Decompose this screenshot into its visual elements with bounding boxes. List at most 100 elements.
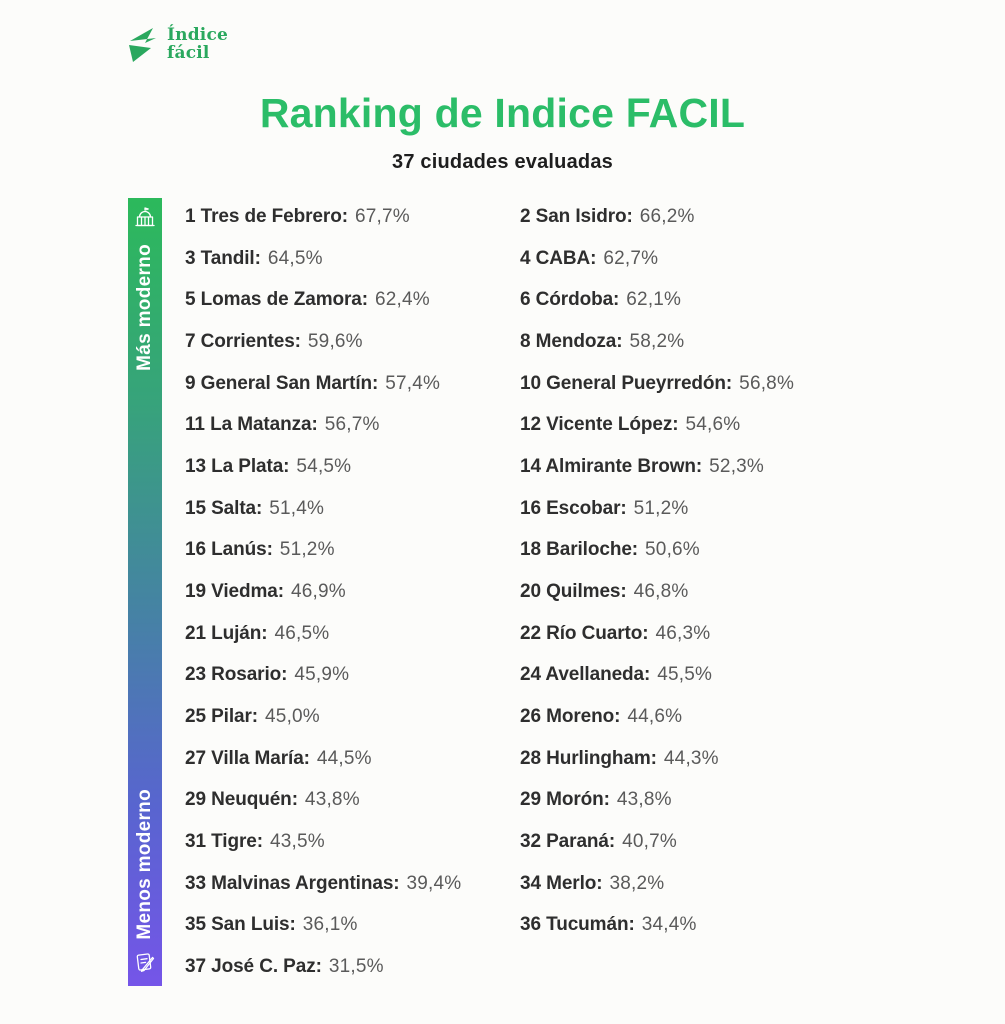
entry-percentage: 52,3% [709,455,765,477]
entry-rank-city: 19 Viedma: [185,580,284,602]
entry-rank-city: 35 San Luis: [185,914,296,936]
entry-percentage: 45,0% [265,706,320,728]
logo-line-1: Índice [167,25,229,45]
entry-percentage: 58,2% [629,330,685,352]
entry-rank-city: 7 Corrientes: [185,330,301,352]
entry-percentage: 45,9% [294,664,350,686]
ranking-entry: 27 Villa María: 44,5% [185,738,520,780]
entry-percentage: 57,4% [385,372,441,394]
entry-percentage: 43,5% [269,831,325,853]
brand-logo-text: Índice fácil [167,26,228,63]
entry-rank-city: 20 Quilmes: [520,580,627,602]
page-subtitle: 37 ciudades evaluadas [392,151,613,173]
ranking-list: 1 Tres de Febrero: 67,7% 3 Tandil: 64,5%… [185,196,865,988]
ranking-entry: 15 Salta: 51,4% [185,488,520,530]
entry-percentage: 40,7% [622,831,677,853]
ranking-entry: 29 Morón: 43,8% [520,780,865,822]
ranking-entry: 10 General Pueyrredón: 56,8% [520,363,865,405]
scroll-quill-icon [133,950,157,979]
entry-rank-city: 14 Almirante Brown: [520,455,703,477]
entry-rank-city: 37 José C. Paz: [185,956,322,978]
entry-rank-city: 26 Moreno: [520,706,621,728]
entry-percentage: 50,6% [645,539,700,561]
modern-city-icon [133,205,157,234]
ranking-entry: 7 Corrientes: 59,6% [185,321,520,363]
ranking-entry: 26 Moreno: 44,6% [520,696,865,738]
entry-percentage: 54,6% [685,414,741,436]
entry-rank-city: 16 Lanús: [185,539,273,561]
entry-percentage: 34,4% [641,914,697,936]
entry-percentage: 62,7% [603,247,659,269]
entry-percentage: 62,4% [374,289,430,311]
entry-rank-city: 18 Bariloche: [520,539,639,561]
ranking-entry: 8 Mendoza: 58,2% [520,321,865,363]
ranking-entry: 22 Río Cuarto: 46,3% [520,613,865,655]
entry-percentage: 31,5% [328,956,384,978]
ranking-entry: 13 La Plata: 54,5% [185,446,520,488]
entry-rank-city: 12 Vicente López: [520,414,679,436]
ranking-entry: 36 Tucumán: 34,4% [520,905,865,947]
entry-percentage: 56,8% [739,372,795,394]
entry-rank-city: 27 Villa María: [185,747,310,769]
entry-rank-city: 32 Paraná: [520,831,616,853]
entry-rank-city: 6 Córdoba: [520,289,620,311]
modernity-gradient-bar: Más moderno Menos moderno [128,198,162,986]
entry-rank-city: 25 Pilar: [185,706,259,728]
entry-rank-city: 2 San Isidro: [520,205,633,227]
ranking-entry: 33 Malvinas Argentinas: 39,4% [185,863,520,905]
entry-percentage: 46,3% [655,622,711,644]
entry-percentage: 44,5% [316,747,372,769]
ranking-entry: 20 Quilmes: 46,8% [520,571,865,613]
entry-rank-city: 33 Malvinas Argentinas: [185,872,400,894]
entry-rank-city: 9 General San Martín: [185,372,379,394]
entry-rank-city: 16 Escobar: [520,497,627,519]
ranking-entry: 34 Merlo: 38,2% [520,863,865,905]
entry-rank-city: 31 Tigre: [185,831,263,853]
entry-percentage: 59,6% [307,330,363,352]
entry-percentage: 66,2% [639,205,695,227]
ranking-entry: 25 Pilar: 45,0% [185,696,520,738]
entry-percentage: 45,5% [657,664,713,686]
entry-rank-city: 15 Salta: [185,497,263,519]
entry-percentage: 54,5% [296,455,352,477]
entry-rank-city: 13 La Plata: [185,455,290,477]
entry-percentage: 56,7% [324,414,380,436]
ranking-entry: 3 Tandil: 64,5% [185,238,520,280]
ranking-entry: 37 José C. Paz: 31,5% [185,946,520,988]
entry-rank-city: 4 CABA: [520,247,597,269]
entry-rank-city: 11 La Matanza: [185,414,318,436]
brand-logo: Índice fácil [126,26,228,71]
ranking-entry: 12 Vicente López: 54,6% [520,404,865,446]
entry-percentage: 36,1% [302,914,358,936]
ranking-entry: 21 Luján: 46,5% [185,613,520,655]
ranking-entry: 23 Rosario: 45,9% [185,655,520,697]
entry-rank-city: 22 Río Cuarto: [520,622,649,644]
entry-percentage: 44,6% [627,706,683,728]
entry-percentage: 44,3% [663,747,719,769]
ranking-entry: 11 La Matanza: 56,7% [185,404,520,446]
entry-percentage: 64,5% [267,247,323,269]
entry-percentage: 51,2% [279,539,335,561]
entry-rank-city: 36 Tucumán: [520,914,635,936]
logo-line-2: fácil [167,43,210,64]
ranking-entry: 16 Lanús: 51,2% [185,529,520,571]
ranking-entry: 29 Neuquén: 43,8% [185,780,520,822]
entry-percentage: 46,5% [274,622,330,644]
page-title: Ranking de Indice FACIL [259,90,746,136]
entry-rank-city: 21 Luján: [185,622,268,644]
entry-percentage: 39,4% [406,872,462,894]
entry-rank-city: 10 General Pueyrredón: [520,372,733,394]
ranking-entry: 14 Almirante Brown: 52,3% [520,446,865,488]
entry-rank-city: 28 Hurlingham: [520,747,657,769]
entry-percentage: 67,7% [354,205,410,227]
entry-rank-city: 34 Merlo: [520,872,603,894]
ranking-entry: 1 Tres de Febrero: 67,7% [185,196,520,238]
entry-percentage: 51,2% [633,497,689,519]
ranking-entry: 24 Avellaneda: 45,5% [520,655,865,697]
entry-rank-city: 1 Tres de Febrero: [185,205,348,227]
ranking-entry: 16 Escobar: 51,2% [520,488,865,530]
entry-percentage: 43,8% [304,789,360,811]
ranking-entry: 9 General San Martín: 57,4% [185,363,520,405]
entry-percentage: 51,4% [269,497,325,519]
